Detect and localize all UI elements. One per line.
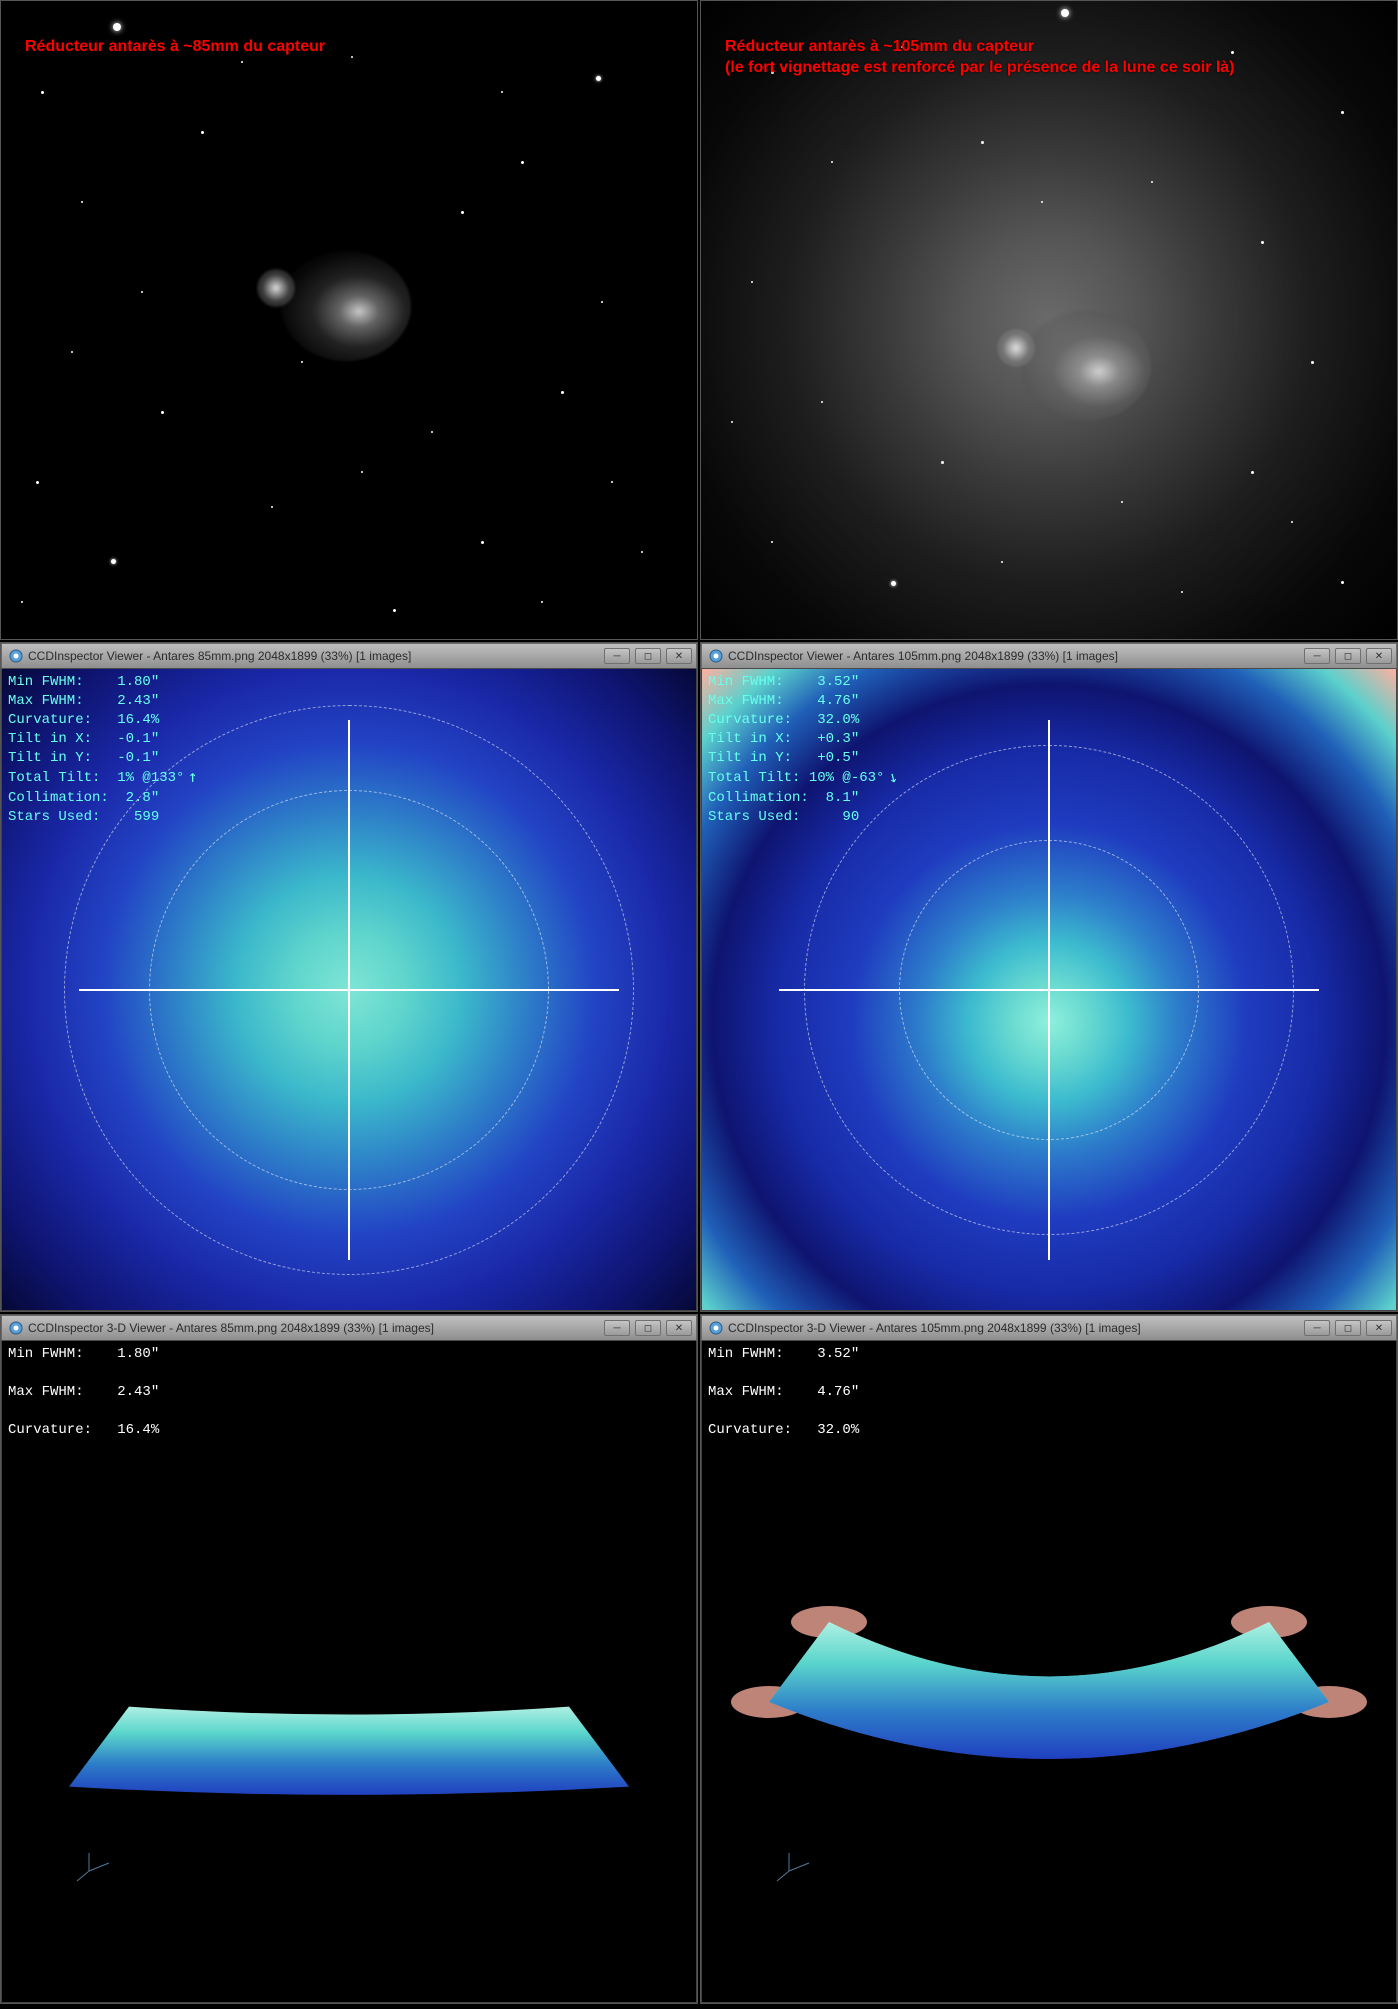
star xyxy=(1311,361,1314,364)
star xyxy=(1341,581,1344,584)
app-icon xyxy=(8,1320,24,1336)
star xyxy=(1261,241,1264,244)
minimize-button[interactable]: ─ xyxy=(1304,648,1330,664)
window-title: CCDInspector Viewer - Antares 105mm.png … xyxy=(728,649,1299,663)
minimize-button[interactable]: ─ xyxy=(1304,1320,1330,1336)
star xyxy=(351,56,353,58)
star xyxy=(71,351,73,353)
curvature-surface-3d xyxy=(29,1341,669,2001)
close-button[interactable]: ✕ xyxy=(1366,1320,1392,1336)
star xyxy=(596,76,601,81)
star xyxy=(1251,471,1254,474)
minimize-button[interactable]: ─ xyxy=(604,648,630,664)
stats-overlay: Min FWHM: 3.52" Max FWHM: 4.76" Curvatur… xyxy=(708,673,898,827)
star xyxy=(431,431,433,433)
maximize-button[interactable]: ◻ xyxy=(635,648,661,664)
window-title: CCDInspector 3-D Viewer - Antares 105mm.… xyxy=(728,1321,1299,1335)
star xyxy=(561,391,564,394)
star xyxy=(501,91,503,93)
star xyxy=(1001,561,1003,563)
star xyxy=(1061,9,1069,17)
star xyxy=(601,301,603,303)
star xyxy=(393,609,396,612)
window-titlebar[interactable]: CCDInspector Viewer - Antares 85mm.png 2… xyxy=(1,643,697,669)
star xyxy=(751,281,753,283)
window-titlebar[interactable]: CCDInspector Viewer - Antares 105mm.png … xyxy=(701,643,1397,669)
star xyxy=(81,201,83,203)
caption-105mm: Réducteur antarès à ~105mm du capteur (l… xyxy=(725,37,1235,79)
close-button[interactable]: ✕ xyxy=(666,648,692,664)
star xyxy=(521,161,524,164)
close-button[interactable]: ✕ xyxy=(666,1320,692,1336)
maximize-button[interactable]: ◻ xyxy=(635,1320,661,1336)
star xyxy=(891,581,896,586)
star xyxy=(1341,111,1344,114)
star xyxy=(731,421,733,423)
app-icon xyxy=(8,648,24,664)
ccdinspector-viewer-105mm: CCDInspector Viewer - Antares 105mm.png … xyxy=(700,642,1398,1312)
star xyxy=(361,471,363,473)
window-title: CCDInspector Viewer - Antares 85mm.png 2… xyxy=(28,649,599,663)
curvature-map-body: Min FWHM: 3.52" Max FWHM: 4.76" Curvatur… xyxy=(701,669,1397,1311)
ccdinspector-3d-viewer-85mm: CCDInspector 3-D Viewer - Antares 85mm.p… xyxy=(0,1314,698,2004)
star xyxy=(141,291,143,293)
star xyxy=(271,506,273,508)
star xyxy=(611,481,613,483)
star xyxy=(1291,521,1293,523)
star xyxy=(1181,591,1183,593)
star xyxy=(821,401,823,403)
sky-background-vignette xyxy=(701,1,1397,639)
3d-viewer-body[interactable]: Min FWHM: 3.52" Max FWHM: 4.76" Curvatur… xyxy=(701,1341,1397,2003)
ccdinspector-3d-viewer-105mm: CCDInspector 3-D Viewer - Antares 105mm.… xyxy=(700,1314,1398,2004)
star xyxy=(301,361,303,363)
star xyxy=(771,541,773,543)
star xyxy=(541,601,543,603)
curvature-map-body: Min FWHM: 1.80" Max FWHM: 2.43" Curvatur… xyxy=(1,669,697,1311)
star xyxy=(1041,201,1043,203)
ccdinspector-viewer-85mm: CCDInspector Viewer - Antares 85mm.png 2… xyxy=(0,642,698,1312)
close-button[interactable]: ✕ xyxy=(1366,648,1392,664)
stats-overlay: Min FWHM: 3.52" Max FWHM: 4.76" Curvatur… xyxy=(708,1345,859,1439)
astro-image-85mm: Réducteur antarès à ~85mm du capteur xyxy=(0,0,698,640)
star xyxy=(36,481,39,484)
caption-85mm: Réducteur antarès à ~85mm du capteur xyxy=(25,37,325,58)
sky-background xyxy=(1,1,697,639)
star xyxy=(1151,181,1153,183)
window-titlebar[interactable]: CCDInspector 3-D Viewer - Antares 105mm.… xyxy=(701,1315,1397,1341)
maximize-button[interactable]: ◻ xyxy=(1335,1320,1361,1336)
star xyxy=(641,551,643,553)
stats-overlay: Min FWHM: 1.80" Max FWHM: 2.43" Curvatur… xyxy=(8,1345,159,1439)
star xyxy=(481,541,484,544)
star xyxy=(111,559,116,564)
minimize-button[interactable]: ─ xyxy=(604,1320,630,1336)
app-icon xyxy=(708,1320,724,1336)
star xyxy=(113,23,121,31)
star xyxy=(1121,501,1123,503)
stats-overlay: Min FWHM: 1.80" Max FWHM: 2.43" Curvatur… xyxy=(8,673,198,827)
star xyxy=(981,141,984,144)
window-titlebar[interactable]: CCDInspector 3-D Viewer - Antares 85mm.p… xyxy=(1,1315,697,1341)
star xyxy=(161,411,164,414)
galaxy xyxy=(281,251,411,361)
3d-viewer-body[interactable]: Min FWHM: 1.80" Max FWHM: 2.43" Curvatur… xyxy=(1,1341,697,2003)
astro-image-105mm: Réducteur antarès à ~105mm du capteur (l… xyxy=(700,0,1398,640)
window-title: CCDInspector 3-D Viewer - Antares 85mm.p… xyxy=(28,1321,599,1335)
curvature-surface-3d xyxy=(729,1341,1369,2001)
star xyxy=(831,161,833,163)
star xyxy=(21,601,23,603)
galaxy xyxy=(1021,311,1151,421)
star xyxy=(241,61,243,63)
star xyxy=(41,91,44,94)
app-icon xyxy=(708,648,724,664)
star xyxy=(201,131,204,134)
comparison-grid: Réducteur antarès à ~85mm du capteur Réd… xyxy=(0,0,1398,2004)
star xyxy=(461,211,464,214)
star xyxy=(941,461,944,464)
maximize-button[interactable]: ◻ xyxy=(1335,648,1361,664)
